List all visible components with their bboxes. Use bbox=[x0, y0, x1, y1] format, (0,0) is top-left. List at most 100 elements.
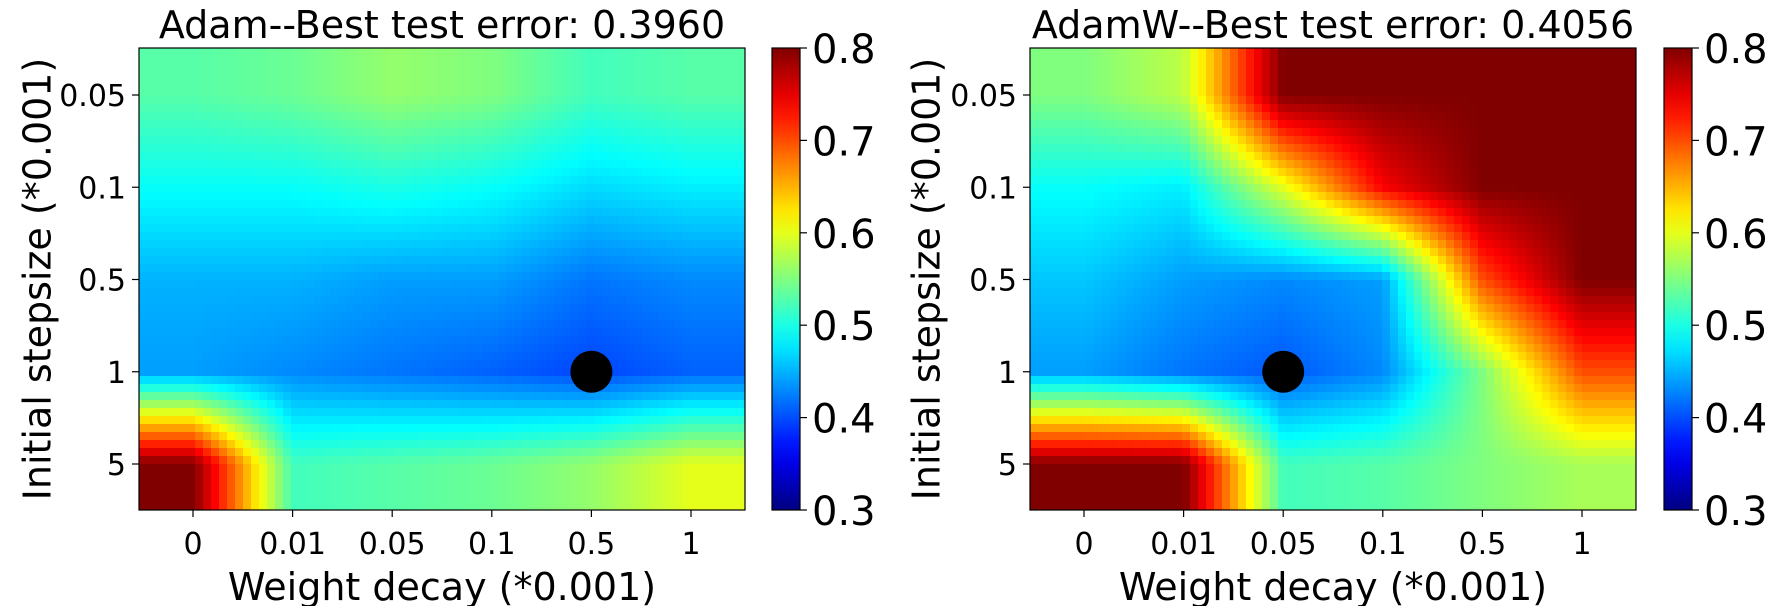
heatmap-cell bbox=[195, 184, 204, 193]
heatmap-cell bbox=[547, 144, 556, 153]
heatmap-cell bbox=[203, 152, 212, 161]
heatmap-cell bbox=[1326, 96, 1335, 105]
heatmap-cell bbox=[331, 248, 340, 257]
heatmap-cell bbox=[715, 480, 724, 489]
heatmap-cell bbox=[251, 112, 260, 121]
heatmap-cell bbox=[323, 384, 332, 393]
heatmap-cell bbox=[475, 440, 484, 449]
heatmap-cell bbox=[1254, 88, 1263, 97]
heatmap-cell bbox=[715, 392, 724, 401]
heatmap-cell bbox=[403, 64, 412, 73]
heatmap-cell bbox=[707, 120, 716, 129]
heatmap-cell bbox=[403, 120, 412, 129]
heatmap-cell bbox=[587, 448, 596, 457]
heatmap-cell bbox=[659, 344, 668, 353]
heatmap-cell bbox=[627, 248, 636, 257]
heatmap-cell bbox=[411, 504, 420, 510]
heatmap-cell bbox=[587, 128, 596, 137]
heatmap-cell bbox=[707, 304, 716, 313]
heatmap-cell bbox=[611, 360, 620, 369]
heatmap-cell bbox=[547, 96, 556, 105]
heatmap-cell bbox=[539, 344, 548, 353]
heatmap-cell bbox=[515, 264, 524, 273]
heatmap-cell bbox=[1278, 72, 1287, 81]
heatmap-cell bbox=[499, 392, 508, 401]
heatmap-cell bbox=[579, 304, 588, 313]
heatmap-cell bbox=[1422, 96, 1431, 105]
heatmap-cell bbox=[171, 240, 180, 249]
heatmap-cell bbox=[1414, 88, 1423, 97]
heatmap-cell bbox=[315, 336, 324, 345]
heatmap-cell bbox=[363, 216, 372, 225]
heatmap-cell bbox=[507, 120, 516, 129]
heatmap-cell bbox=[291, 232, 300, 241]
heatmap-cell bbox=[171, 360, 180, 369]
heatmap-cell bbox=[475, 288, 484, 297]
heatmap-cell bbox=[315, 48, 324, 57]
heatmap-cell bbox=[659, 400, 668, 409]
heatmap-cell bbox=[339, 376, 348, 385]
heatmap-cell bbox=[147, 96, 156, 105]
heatmap-cell bbox=[547, 352, 556, 361]
heatmap-cell bbox=[307, 96, 316, 105]
heatmap-cell bbox=[1526, 80, 1535, 89]
heatmap-cell bbox=[355, 192, 364, 201]
heatmap-cell bbox=[459, 264, 468, 273]
heatmap-cell bbox=[235, 232, 244, 241]
heatmap-cell bbox=[539, 48, 548, 57]
heatmap-cell bbox=[163, 192, 172, 201]
heatmap-cell bbox=[571, 352, 580, 361]
heatmap-cell bbox=[1102, 88, 1111, 97]
heatmap-cell bbox=[723, 224, 732, 233]
heatmap-cell bbox=[723, 168, 732, 177]
heatmap-cell bbox=[227, 192, 236, 201]
heatmap-cell bbox=[1286, 88, 1295, 97]
heatmap-cell bbox=[731, 288, 740, 297]
heatmap-cell bbox=[411, 232, 420, 241]
heatmap-cell bbox=[651, 344, 660, 353]
heatmap-cell bbox=[1286, 96, 1295, 105]
heatmap-cell bbox=[227, 440, 236, 449]
heatmap-cell bbox=[731, 336, 740, 345]
heatmap-cell bbox=[251, 456, 260, 465]
heatmap-cell bbox=[307, 464, 316, 473]
heatmap-cell bbox=[595, 240, 604, 249]
heatmap-cell bbox=[299, 480, 308, 489]
heatmap-cell bbox=[179, 320, 188, 329]
heatmap-cell bbox=[467, 184, 476, 193]
heatmap-cell bbox=[1358, 48, 1367, 57]
heatmap-cell bbox=[187, 208, 196, 217]
heatmap-cell bbox=[371, 192, 380, 201]
heatmap-cell bbox=[379, 352, 388, 361]
heatmap-cell bbox=[643, 152, 652, 161]
heatmap-cell bbox=[699, 432, 708, 441]
heatmap-cell bbox=[1462, 64, 1471, 73]
heatmap-cell bbox=[267, 208, 276, 217]
heatmap-cell bbox=[379, 288, 388, 297]
heatmap-cell bbox=[323, 328, 332, 337]
heatmap-cell bbox=[1118, 64, 1127, 73]
heatmap-cell bbox=[595, 296, 604, 305]
heatmap-cell bbox=[147, 64, 156, 73]
heatmap-cell bbox=[219, 248, 228, 257]
heatmap-cell bbox=[211, 416, 220, 425]
heatmap-cell bbox=[203, 72, 212, 81]
heatmap-cell bbox=[531, 144, 540, 153]
heatmap-cell bbox=[651, 400, 660, 409]
heatmap-cell bbox=[659, 272, 668, 281]
heatmap-cell bbox=[1094, 96, 1103, 105]
heatmap-cell bbox=[651, 368, 660, 377]
heatmap-cell bbox=[1174, 72, 1183, 81]
heatmap-cell bbox=[267, 400, 276, 409]
heatmap-cell bbox=[555, 496, 564, 505]
heatmap-cell bbox=[595, 504, 604, 510]
heatmap-cell bbox=[227, 504, 236, 510]
heatmap-cell bbox=[579, 112, 588, 121]
heatmap-cell bbox=[291, 48, 300, 57]
heatmap-cell bbox=[283, 112, 292, 121]
heatmap-cell bbox=[307, 296, 316, 305]
heatmap-cell bbox=[659, 104, 668, 113]
heatmap-cell bbox=[1502, 72, 1511, 81]
heatmap-cell bbox=[715, 304, 724, 313]
heatmap-cell bbox=[267, 456, 276, 465]
